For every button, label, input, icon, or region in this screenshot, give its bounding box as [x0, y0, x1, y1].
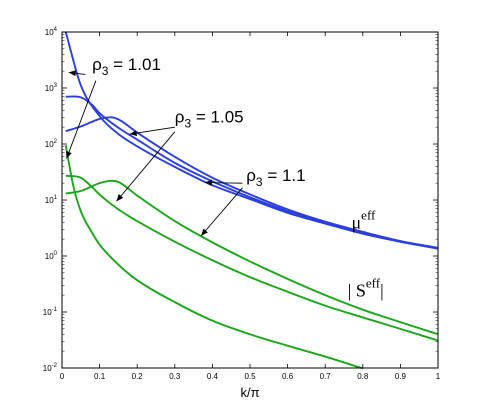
- x-tick-label: 0.2: [132, 372, 144, 381]
- x-tick-label: 0.5: [244, 372, 256, 381]
- y-tick-label: 10-1: [43, 307, 58, 317]
- annotation-layer: ρ3 = 1.01 ρ3 = 1.05 ρ3 = 1.1: [66, 55, 306, 237]
- annotation-arrow: [129, 126, 175, 137]
- x-tick-label: 0.6: [282, 372, 294, 381]
- x-tick-label: 0.9: [395, 372, 407, 381]
- x-tick-label: 0: [60, 372, 65, 381]
- s-eff-curve-1-01: [64, 145, 364, 370]
- x-axis-ticks: 0 0.1 0.2 0.3 0.4 0.5 0.6 0.7 0.8 0.9 1: [60, 32, 441, 381]
- x-tick-label: 0.4: [207, 372, 219, 381]
- y-tick-label: 10-2: [43, 363, 58, 373]
- annotation-arrow: [66, 80, 97, 159]
- y-tick-label: 103: [45, 83, 58, 93]
- series-name-label: μeff: [352, 207, 377, 232]
- x-tick-label: 1: [436, 372, 441, 381]
- series-name-label: | Seff|: [348, 275, 384, 300]
- x-tick-label: 0.3: [169, 372, 181, 381]
- annotation-arrow: [204, 179, 243, 186]
- annotation-arrow: [68, 70, 86, 77]
- rho-annotation-label: ρ3 = 1.1: [246, 166, 305, 189]
- rho-annotation-label: ρ3 = 1.01: [92, 55, 161, 78]
- x-axis-title: k/π: [240, 385, 259, 400]
- annotation-arrow: [200, 187, 243, 237]
- x-tick-label: 0.1: [94, 372, 106, 381]
- series-layer: [64, 31, 439, 370]
- series-label-layer: μeff | Seff|: [348, 207, 384, 300]
- y-tick-label: 102: [45, 139, 58, 149]
- mu-eff-curve-1-1: [65, 116, 439, 249]
- y-tick-label: 101: [45, 195, 58, 205]
- y-tick-label: 104: [45, 27, 58, 37]
- s-eff-curve-1-05: [65, 174, 439, 342]
- y-tick-label: 100: [45, 251, 58, 261]
- s-eff-curve-1-1: [65, 179, 439, 336]
- annotation-arrow: [116, 131, 176, 202]
- x-tick-label: 0.7: [320, 372, 332, 381]
- x-tick-label: 0.8: [357, 372, 369, 381]
- rho-annotation-label: ρ3 = 1.05: [175, 108, 244, 131]
- plot-frame: [61, 31, 439, 369]
